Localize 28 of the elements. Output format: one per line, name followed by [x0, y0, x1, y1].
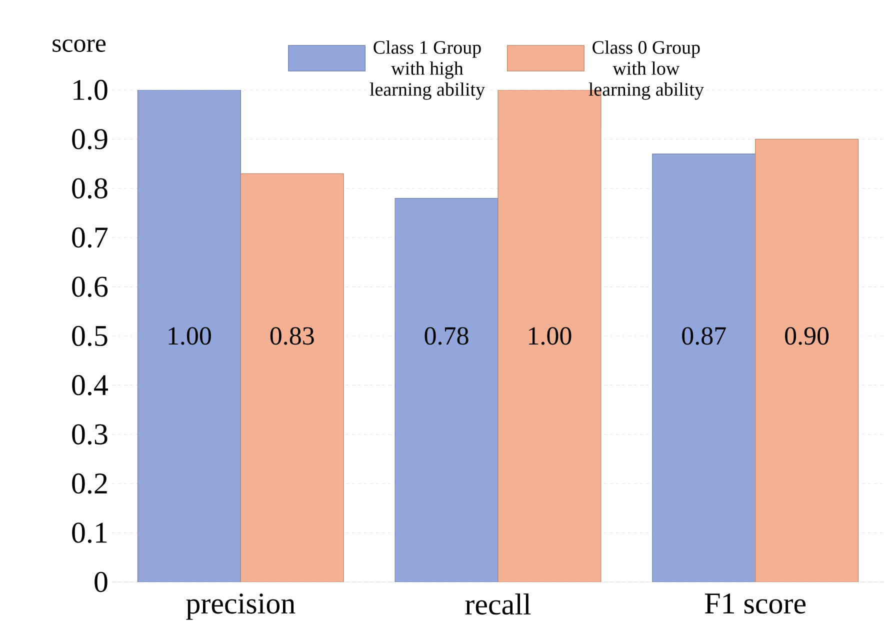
bar	[240, 173, 344, 582]
y-tick-label: 0	[94, 572, 108, 592]
bar	[394, 198, 498, 582]
y-axis-title: score	[52, 39, 106, 52]
x-tick-label: F1 score	[704, 594, 806, 614]
y-tick-label: 0.6	[72, 276, 108, 297]
y-tick-label: 0.7	[72, 227, 108, 248]
data-label: 0.87	[682, 327, 726, 345]
data-label: 1.00	[168, 327, 211, 345]
bar	[652, 154, 756, 582]
y-tick-label: 0.8	[72, 178, 108, 199]
x-tick-label: precision	[186, 594, 296, 620]
data-label: 0.83	[270, 327, 314, 345]
legend-label: Class 1 Group with high learning ability	[370, 40, 485, 100]
y-tick-label: 0.4	[72, 375, 108, 396]
data-label: 0.90	[785, 327, 829, 345]
y-tick-label: 0.1	[72, 522, 107, 543]
y-tick-label: 0.2	[72, 473, 107, 494]
y-tick-label: 0.3	[72, 424, 108, 445]
data-label: 1.00	[529, 327, 572, 345]
legend-label: Class 0 Group with low learning ability	[588, 40, 704, 100]
data-label: 0.78	[424, 327, 468, 345]
bar	[137, 90, 241, 582]
x-tick-label: recall	[465, 594, 531, 615]
y-tick-label: 0.9	[72, 129, 108, 150]
y-tick-label: 0.5	[72, 326, 108, 346]
bar	[755, 138, 859, 582]
y-tick-label: 1.0	[74, 80, 108, 100]
